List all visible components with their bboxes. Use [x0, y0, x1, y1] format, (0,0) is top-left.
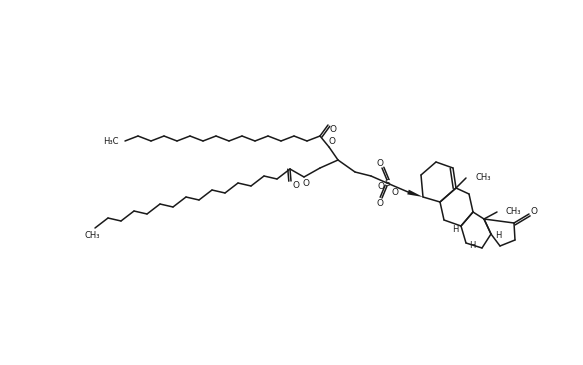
- Text: H: H: [469, 241, 475, 250]
- Text: O: O: [377, 158, 384, 168]
- Text: O: O: [329, 124, 336, 134]
- Text: H₃C: H₃C: [104, 137, 119, 146]
- Text: S: S: [384, 178, 390, 188]
- Text: O: O: [378, 182, 385, 191]
- Polygon shape: [407, 190, 423, 197]
- Text: CH₃: CH₃: [475, 173, 490, 181]
- Text: O: O: [391, 188, 398, 197]
- Text: O: O: [293, 181, 300, 191]
- Text: H: H: [452, 224, 458, 234]
- Text: O: O: [531, 207, 538, 216]
- Text: O: O: [377, 200, 384, 208]
- Text: O: O: [303, 180, 310, 188]
- Text: CH₃: CH₃: [506, 207, 522, 215]
- Text: CH₃: CH₃: [85, 231, 100, 241]
- Text: O: O: [328, 138, 335, 146]
- Text: H: H: [495, 231, 501, 241]
